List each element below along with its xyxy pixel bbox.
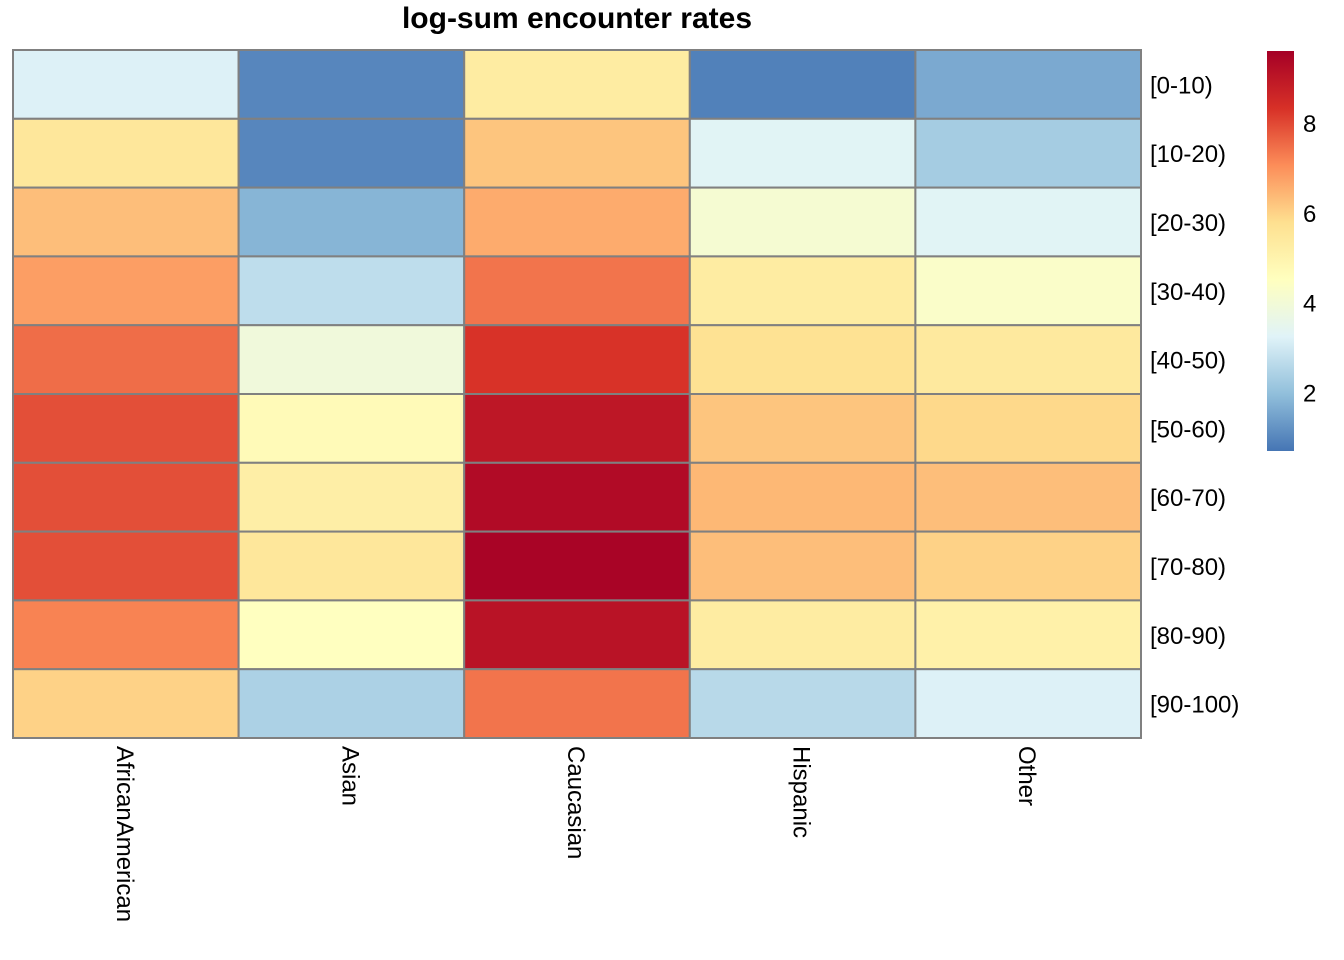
chart-title: log-sum encounter rates xyxy=(401,2,753,35)
heatmap-cell xyxy=(12,255,240,327)
heatmap-cell xyxy=(914,49,1143,120)
heatmap-cell xyxy=(914,599,1143,671)
column-label: AfricanAmerican xyxy=(111,746,138,922)
heatmap-cell xyxy=(237,255,466,327)
heatmap-cell xyxy=(12,186,240,258)
heatmap-cell xyxy=(688,393,917,464)
row-label: [40-50) xyxy=(1150,348,1226,375)
row-labels: [0-10) [10-20) [20-30) [30-40) [40-50) [50-60… xyxy=(1150,72,1239,718)
heatmap-cell xyxy=(237,668,466,740)
heatmap-cell xyxy=(463,117,691,189)
heatmap-cell xyxy=(237,324,466,396)
legend-color-bar xyxy=(1267,51,1294,451)
heatmap-cell xyxy=(237,530,466,602)
legend-tick-label: 4 xyxy=(1303,291,1316,318)
heatmap-cell xyxy=(12,393,240,464)
heatmap-cell xyxy=(237,599,466,671)
color-legend: 2 4 6 8 xyxy=(1267,51,1316,451)
heatmap-cell xyxy=(688,668,917,740)
heatmap-cell xyxy=(688,530,917,602)
heatmap-cell xyxy=(688,461,917,533)
heatmap-cell xyxy=(12,461,240,533)
heatmap-cell xyxy=(688,49,917,120)
heatmap-cell xyxy=(914,255,1143,327)
column-label: Hispanic xyxy=(788,746,815,838)
heatmap-cell xyxy=(463,599,691,671)
row-label: [10-20) xyxy=(1150,141,1226,168)
heatmap-cell xyxy=(237,49,466,120)
heatmap-cell xyxy=(463,668,691,740)
heatmap-cell xyxy=(12,324,240,396)
heatmap-cell xyxy=(463,255,691,327)
heatmap-cell xyxy=(12,49,240,120)
heatmap-cell xyxy=(914,186,1143,258)
row-label: [90-100) xyxy=(1150,692,1239,719)
heatmap-cell xyxy=(914,324,1143,396)
heatmap-cell xyxy=(688,255,917,327)
row-label: [60-70) xyxy=(1150,485,1226,512)
heatmap-cell xyxy=(914,530,1143,602)
heatmap-cell xyxy=(237,461,466,533)
legend-tick-label: 8 xyxy=(1303,111,1316,138)
heatmap-cell xyxy=(12,530,240,602)
column-labels: AfricanAmerican Asian Caucasian Hispanic Oth… xyxy=(111,746,1040,922)
row-label: [20-30) xyxy=(1150,210,1226,237)
heatmap-cell xyxy=(463,393,691,464)
heatmap-cell xyxy=(914,393,1143,464)
row-label: [70-80) xyxy=(1150,554,1226,581)
heatmap-cell xyxy=(463,324,691,396)
heatmap-cell xyxy=(463,530,691,602)
row-label: [30-40) xyxy=(1150,279,1226,306)
heatmap-cell xyxy=(688,324,917,396)
heatmap-cell xyxy=(688,186,917,258)
heatmap-cell xyxy=(914,668,1143,740)
heatmap-cell xyxy=(12,117,240,189)
column-label: Other xyxy=(1013,746,1040,806)
heatmap-cell xyxy=(237,186,466,258)
row-label: [0-10) xyxy=(1150,72,1213,99)
row-label: [80-90) xyxy=(1150,623,1226,650)
row-label: [50-60) xyxy=(1150,416,1226,443)
column-label: Caucasian xyxy=(562,746,589,859)
legend-tick-label: 6 xyxy=(1303,201,1316,228)
heatmap-cell xyxy=(463,49,691,120)
heatmap-cell xyxy=(688,117,917,189)
heatmap-cell xyxy=(463,461,691,533)
heatmap-cell xyxy=(688,599,917,671)
heatmap-cell xyxy=(914,461,1143,533)
column-label: Asian xyxy=(336,746,363,806)
heatmap-cells xyxy=(12,49,1143,740)
legend-tick-label: 2 xyxy=(1303,381,1316,408)
heatmap-cell xyxy=(237,393,466,464)
heatmap-cell xyxy=(12,599,240,671)
heatmap-cell xyxy=(12,668,240,740)
heatmap-cell xyxy=(463,186,691,258)
heatmap-cell xyxy=(914,117,1143,189)
heatmap-cell xyxy=(237,117,466,189)
